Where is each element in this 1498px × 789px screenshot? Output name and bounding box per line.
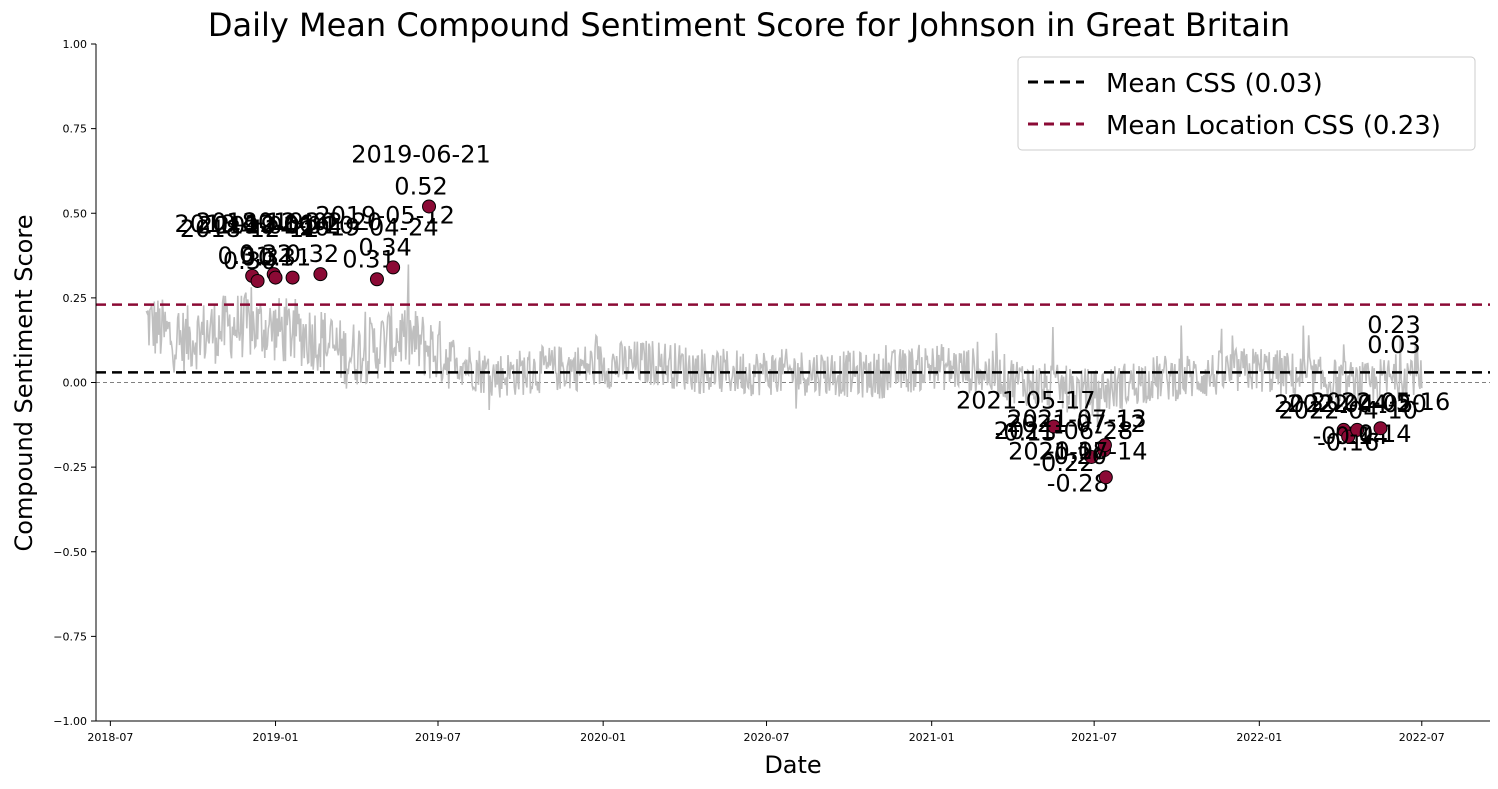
highlight-marker — [1046, 419, 1061, 434]
y-tick-label: 0.25 — [63, 292, 88, 305]
highlight-marker — [1098, 470, 1113, 485]
legend: Mean CSS (0.03) Mean Location CSS (0.23) — [1017, 56, 1476, 151]
legend-location-label: Mean Location CSS (0.23) — [1106, 111, 1441, 141]
point-date-label: 2019-01-20 — [215, 212, 354, 240]
point-value-label: 0.31 — [258, 244, 311, 272]
point-value-label: 0.32 — [239, 240, 292, 268]
point-date-label: 2022-05-16 — [1311, 388, 1450, 416]
point-value-label: -0.22 — [1032, 449, 1094, 477]
x-axis-ticks: 2018-07 2019-01 2019-07 2020-01 2020-07 2021-… — [87, 721, 1445, 744]
x-tick-label: 2018-07 — [87, 731, 133, 744]
mean-location-css-value-label: 0.23 — [1367, 311, 1420, 339]
point-date-label: 2018-12-06 — [174, 210, 313, 238]
y-axis-ticks: −1.00 −0.75 −0.50 −0.25 0.00 0.25 0.50 0.75 1.00 — [53, 38, 96, 728]
highlight-marker — [1084, 449, 1099, 464]
highlight-marker — [285, 270, 300, 285]
point-date-label: 2021-05-17 — [956, 387, 1095, 415]
point-value-label: 0.34 — [358, 233, 411, 261]
point-date-label: 2022-04-10 — [1278, 397, 1417, 425]
highlight-marker — [250, 273, 265, 288]
legend-frame — [1017, 56, 1476, 151]
chart-title: Daily Mean Compound Sentiment Score for … — [208, 6, 1290, 44]
highlight-marker — [369, 272, 384, 287]
x-tick-label: 2020-01 — [580, 731, 626, 744]
point-date-label: 2021-07-13 — [1007, 405, 1146, 433]
y-tick-label: 0.50 — [63, 207, 88, 220]
point-date-label: 2019-06-21 — [351, 140, 490, 168]
point-value-label: 0.52 — [394, 172, 447, 200]
point-value-label: -0.20 — [1045, 442, 1107, 470]
point-date-label: 2021-07-14 — [1008, 437, 1147, 465]
highlight-marker — [1097, 438, 1112, 453]
highlight-marker — [422, 199, 437, 214]
point-value-label: -0.18 — [1046, 437, 1108, 465]
legend-mean-label: Mean CSS (0.03) — [1106, 69, 1323, 99]
point-value-label: 0.30 — [223, 247, 276, 275]
point-date-label: 2022-04-05 — [1274, 390, 1413, 418]
point-date-label: 2022-04-20 — [1287, 390, 1426, 418]
y-tick-label: −0.75 — [53, 630, 87, 643]
mean-css-value-label: 0.03 — [1367, 331, 1420, 359]
point-value-label: -0.28 — [1047, 469, 1109, 497]
x-tick-label: 2021-07 — [1071, 731, 1117, 744]
y-tick-label: 1.00 — [63, 38, 88, 51]
x-tick-label: 2021-01 — [909, 731, 955, 744]
point-date-label: 2021-07-12 — [1006, 410, 1145, 438]
point-date-label: 2019-02-20 — [243, 208, 382, 236]
point-value-label: 0.31 — [241, 244, 294, 272]
highlight-marker — [386, 260, 401, 275]
point-value-label: 0.32 — [286, 240, 339, 268]
x-tick-label: 2022-07 — [1399, 731, 1445, 744]
y-tick-label: −0.25 — [53, 461, 87, 474]
highlight-marker — [1350, 422, 1365, 437]
highlight-marker — [1373, 421, 1388, 436]
x-tick-label: 2020-07 — [744, 731, 790, 744]
y-tick-label: 0.00 — [63, 377, 88, 390]
plot-area: 0.030.23 0.31 2018-12-06 0.30 2018-12-120.32… — [96, 140, 1490, 497]
point-date-label: 2018-12-12 — [180, 215, 319, 243]
point-date-label: 2019-01-01 — [198, 212, 337, 240]
point-date-label: 2019-04-24 — [299, 213, 438, 241]
y-axis-title: Compound Sentiment Score — [10, 215, 38, 552]
point-value-label: -0.13 — [995, 419, 1057, 447]
point-value-label: 0.31 — [217, 242, 270, 270]
highlight-marker — [268, 270, 283, 285]
x-tick-label: 2022-01 — [1236, 731, 1282, 744]
series-line — [145, 264, 1423, 429]
y-tick-label: 0.75 — [63, 123, 88, 136]
x-tick-label: 2019-07 — [415, 731, 461, 744]
y-tick-label: −1.00 — [53, 715, 87, 728]
y-tick-label: −0.50 — [53, 546, 87, 559]
x-tick-label: 2019-01 — [253, 731, 299, 744]
point-date-label: 2018-12-30 — [196, 208, 335, 236]
highlight-marker — [313, 267, 328, 282]
x-axis-title: Date — [764, 751, 821, 779]
